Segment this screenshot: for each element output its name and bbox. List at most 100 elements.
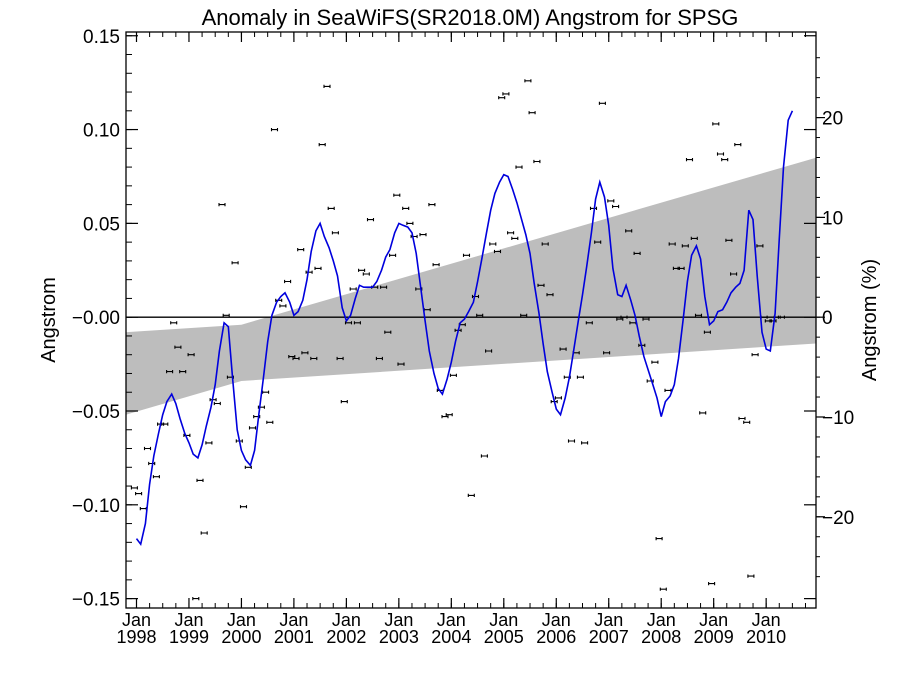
x-tick-month-label: Jan — [647, 610, 676, 630]
data-point — [384, 330, 392, 334]
data-point — [485, 349, 493, 353]
data-point — [651, 360, 659, 364]
data-point — [143, 446, 152, 451]
data-point — [589, 206, 598, 210]
data-point — [747, 574, 755, 578]
data-point — [520, 313, 528, 317]
data-point — [507, 231, 515, 235]
data-point — [734, 143, 742, 147]
data-point — [493, 249, 502, 254]
data-point — [358, 268, 366, 272]
data-point — [406, 221, 414, 225]
y-tick-label: −0.05 — [72, 402, 120, 423]
data-point — [336, 356, 344, 361]
data-point — [389, 253, 397, 257]
data-point — [612, 204, 620, 209]
data-point — [200, 531, 208, 535]
x-tick-year-label: 1998 — [116, 627, 156, 647]
data-point — [340, 400, 348, 404]
x-tick-month-label: Jan — [489, 610, 518, 630]
data-point — [262, 390, 270, 394]
data-point — [620, 315, 628, 319]
data-point — [616, 317, 624, 321]
y-tick-label: −0.00 — [72, 308, 120, 329]
data-point — [554, 396, 562, 400]
data-point — [187, 353, 195, 357]
data-point — [449, 373, 457, 377]
data-point — [266, 420, 274, 424]
y-tick-label: 0.05 — [83, 214, 120, 235]
data-point — [432, 263, 440, 267]
data-point — [179, 370, 187, 374]
data-point — [476, 313, 484, 317]
data-point — [559, 347, 567, 351]
data-point — [502, 92, 510, 96]
data-point — [659, 587, 667, 591]
data-point — [397, 362, 405, 366]
y2-tick-label: 10 — [822, 208, 843, 229]
data-point — [244, 465, 252, 469]
data-point — [664, 388, 672, 392]
x-tick-year-label: 1999 — [169, 627, 209, 647]
smooth-series-line — [135, 110, 794, 547]
data-point — [152, 475, 160, 479]
data-point — [511, 236, 519, 240]
data-point — [716, 152, 725, 156]
y-axis-label: Angstrom — [38, 277, 60, 363]
data-point — [677, 266, 685, 270]
x-tick-month-label: Jan — [384, 610, 413, 630]
x-tick-year-label: 2003 — [379, 627, 419, 647]
plot-layer: −0.15 −0.10 −0.05 −0.00 0.05 0.10 0.15 −20 −10 0 1… — [72, 27, 854, 647]
data-point — [331, 231, 339, 235]
data-point — [318, 143, 326, 147]
y-tick-label: −0.10 — [72, 496, 120, 517]
data-point — [603, 351, 611, 355]
x-tick-month-label: Jan — [542, 610, 571, 630]
data-point — [489, 242, 497, 246]
x-tick-year-label: 2007 — [589, 627, 629, 647]
data-point — [130, 486, 138, 490]
data-point — [305, 270, 313, 274]
data-point — [270, 128, 279, 132]
data-point — [585, 321, 593, 325]
plot-frame — [125, 31, 817, 609]
data-point — [213, 401, 221, 406]
data-point — [205, 441, 213, 445]
data-point — [685, 158, 694, 162]
data-point — [537, 283, 545, 287]
data-point — [528, 111, 536, 115]
x-tick-month-label: Jan — [279, 610, 308, 630]
x-tick-year-label: 2009 — [694, 627, 734, 647]
y-tick-label: −0.15 — [72, 590, 120, 611]
data-point — [462, 253, 471, 257]
x-tick-month-label: Jan — [227, 610, 256, 630]
data-point — [515, 165, 523, 169]
data-point — [633, 251, 641, 255]
data-point — [375, 356, 383, 361]
data-point — [393, 193, 401, 197]
data-point — [441, 415, 449, 419]
data-point — [725, 238, 733, 242]
data-point — [161, 422, 169, 426]
data-point — [598, 101, 606, 105]
x-tick-month-label: Jan — [174, 610, 203, 630]
data-point — [777, 315, 785, 319]
y2-tick-label: −10 — [822, 408, 854, 429]
data-point — [196, 478, 204, 482]
data-point — [712, 122, 720, 126]
data-point — [498, 96, 506, 100]
data-point — [594, 240, 602, 244]
x-tick-month-label: Jan — [699, 610, 728, 630]
data-point — [349, 287, 357, 291]
data-point — [166, 370, 174, 374]
data-point — [297, 248, 305, 252]
data-point — [471, 294, 480, 299]
x-tick-month-label: Jan — [332, 610, 361, 630]
data-point — [419, 233, 427, 237]
data-point — [546, 293, 554, 297]
x-tick-month-label: Jan — [752, 610, 781, 630]
data-point — [743, 420, 751, 424]
data-point — [231, 261, 239, 265]
